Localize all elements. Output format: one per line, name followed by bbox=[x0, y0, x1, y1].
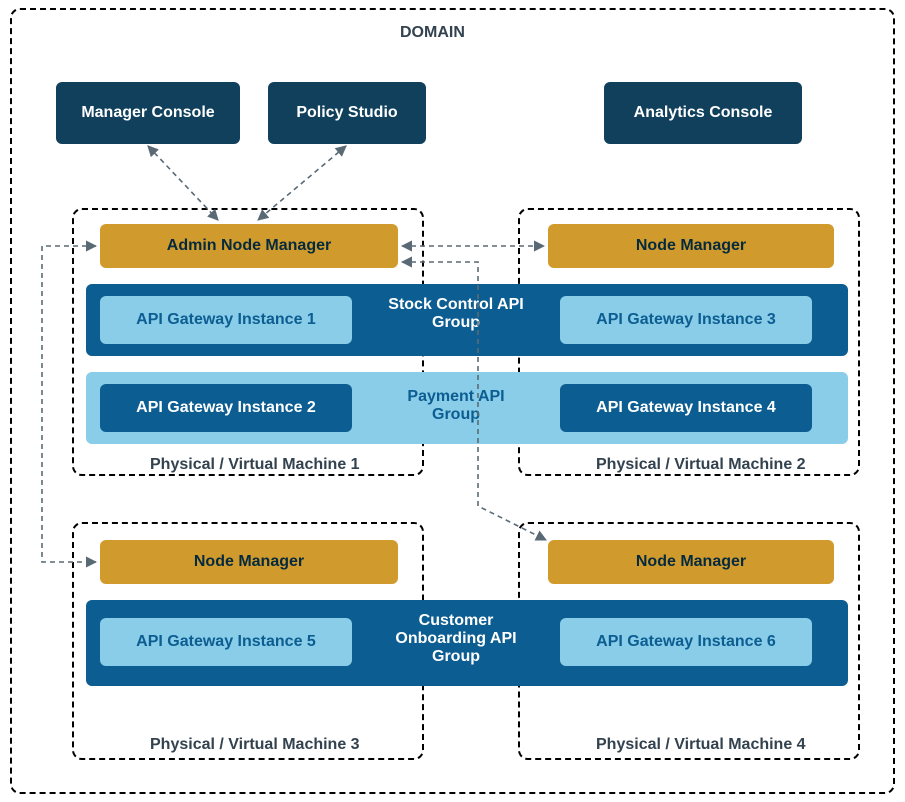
node-manager-3-box: Node Manager bbox=[100, 540, 398, 584]
node-manager-4-box: Node Manager bbox=[548, 540, 834, 584]
analytics-console-box: Analytics Console bbox=[604, 82, 802, 144]
instance-2-box: API Gateway Instance 2 bbox=[100, 384, 352, 432]
manager-console-box: Manager Console bbox=[56, 82, 240, 144]
policy-studio-box: Policy Studio bbox=[268, 82, 426, 144]
instance-5-box: API Gateway Instance 5 bbox=[100, 618, 352, 666]
admin-node-manager-box: Admin Node Manager bbox=[100, 224, 398, 268]
node-manager-2-box: Node Manager bbox=[548, 224, 834, 268]
machine-4-label: Physical / Virtual Machine 4 bbox=[596, 736, 806, 754]
instance-3-box: API Gateway Instance 3 bbox=[560, 296, 812, 344]
instance-6-box: API Gateway Instance 6 bbox=[560, 618, 812, 666]
machine-1-label: Physical / Virtual Machine 1 bbox=[150, 456, 360, 474]
stock-group-label: Stock Control API Group bbox=[386, 296, 526, 332]
domain-title: DOMAIN bbox=[400, 24, 465, 42]
payment-group-label: Payment API Group bbox=[386, 388, 526, 424]
instance-4-box: API Gateway Instance 4 bbox=[560, 384, 812, 432]
customer-group-label: Customer Onboarding API Group bbox=[386, 612, 526, 666]
machine-3-label: Physical / Virtual Machine 3 bbox=[150, 736, 360, 754]
instance-1-box: API Gateway Instance 1 bbox=[100, 296, 352, 344]
machine-2-label: Physical / Virtual Machine 2 bbox=[596, 456, 806, 474]
